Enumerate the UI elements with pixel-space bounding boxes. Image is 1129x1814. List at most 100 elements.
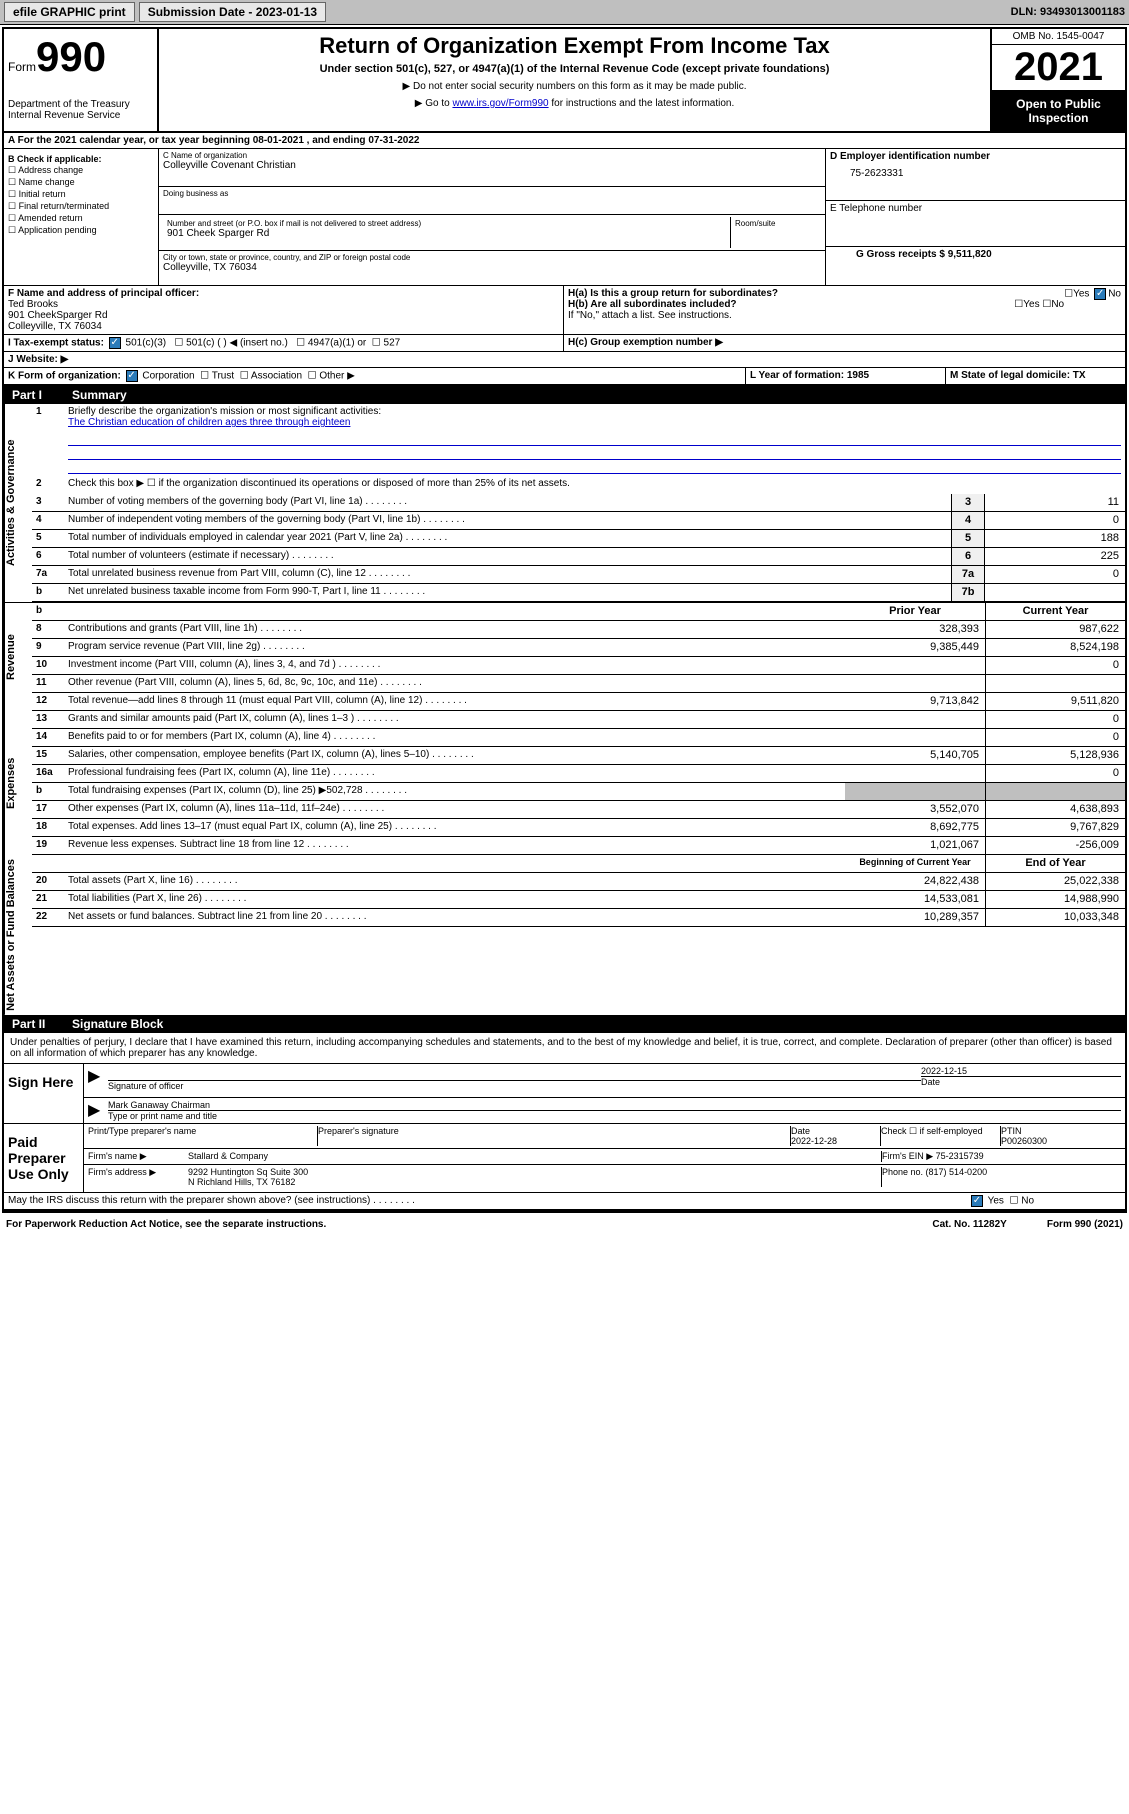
- ha-label: H(a) Is this a group return for subordin…: [568, 288, 1121, 299]
- table-row: Revenue less expenses. Subtract line 18 …: [64, 837, 845, 854]
- table-row: Program service revenue (Part VIII, line…: [64, 639, 845, 656]
- m-label: M State of legal domicile: TX: [945, 368, 1125, 384]
- table-row: Net assets or fund balances. Subtract li…: [64, 909, 845, 926]
- table-row: Total number of individuals employed in …: [64, 530, 951, 547]
- part2-header: Part IISignature Block: [4, 1015, 1125, 1033]
- table-row: Grants and similar amounts paid (Part IX…: [64, 711, 845, 728]
- hdr-beg: Beginning of Current Year: [845, 855, 985, 872]
- prep-name-label: Print/Type preparer's name: [88, 1126, 318, 1146]
- k-label: K Form of organization:: [8, 371, 121, 382]
- chk-yes[interactable]: ✓: [971, 1195, 983, 1207]
- part1-header: Part ISummary: [4, 386, 1125, 404]
- penalty-text: Under penalties of perjury, I declare th…: [4, 1033, 1125, 1063]
- hb-note: If "No," attach a list. See instructions…: [568, 310, 1121, 321]
- table-row: Benefits paid to or for members (Part IX…: [64, 729, 845, 746]
- i-label: I Tax-exempt status:: [8, 338, 104, 349]
- table-row: Number of independent voting members of …: [64, 512, 951, 529]
- form-990: Form990 Department of the Treasury Inter…: [2, 27, 1127, 1213]
- ein-label: D Employer identification number: [830, 151, 1121, 162]
- table-row: Total unrelated business revenue from Pa…: [64, 566, 951, 583]
- org-name: Colleyville Covenant Christian: [163, 160, 821, 171]
- box-b: B Check if applicable: ☐ Address change …: [4, 149, 159, 285]
- table-row: Total fundraising expenses (Part IX, col…: [64, 783, 845, 800]
- side-expenses: Expenses: [4, 711, 32, 855]
- chk-address[interactable]: ☐ Address change: [8, 165, 154, 176]
- prep-sig-label: Preparer's signature: [318, 1126, 791, 1146]
- dept-treasury: Department of the Treasury: [8, 99, 153, 110]
- sig-officer-label: Signature of officer: [108, 1080, 921, 1095]
- hb-label: H(b) Are all subordinates included? ☐Yes…: [568, 299, 1121, 310]
- side-governance: Activities & Governance: [4, 404, 32, 602]
- officer-label: F Name and address of principal officer:: [8, 288, 559, 299]
- type-name-label: Type or print name and title: [108, 1110, 1121, 1121]
- hdr-curr: Current Year: [985, 603, 1125, 620]
- dba-label: Doing business as: [163, 189, 821, 198]
- line-a: A For the 2021 calendar year, or tax yea…: [4, 133, 423, 148]
- table-row: Number of voting members of the governin…: [64, 494, 951, 511]
- firm-addr1: 9292 Huntington Sq Suite 300: [188, 1167, 881, 1177]
- pra-notice: For Paperwork Reduction Act Notice, see …: [6, 1219, 326, 1230]
- room-label: Room/suite: [735, 219, 817, 228]
- sign-here: Sign Here: [4, 1064, 84, 1123]
- topbar: efile GRAPHIC print Submission Date - 20…: [0, 0, 1129, 25]
- hdr-end: End of Year: [985, 855, 1125, 872]
- table-row: Professional fundraising fees (Part IX, …: [64, 765, 845, 782]
- chk-final[interactable]: ☐ Final return/terminated: [8, 201, 154, 212]
- chk-pending[interactable]: ☐ Application pending: [8, 225, 154, 236]
- table-row: Other revenue (Part VIII, column (A), li…: [64, 675, 845, 692]
- table-row: Net unrelated business taxable income fr…: [64, 584, 951, 601]
- table-row: Total expenses. Add lines 13–17 (must eq…: [64, 819, 845, 836]
- arrow-icon: ▶: [88, 1066, 108, 1095]
- prep-date: 2022-12-28: [791, 1136, 880, 1146]
- officer-name: Ted Brooks: [8, 299, 559, 310]
- firm-name-label: Firm's name ▶: [88, 1151, 188, 1162]
- table-row: Total assets (Part X, line 16): [64, 873, 845, 890]
- street: 901 Cheek Sparger Rd: [167, 228, 726, 239]
- chk-amended[interactable]: ☐ Amended return: [8, 213, 154, 224]
- arrow-icon: ▶: [88, 1100, 108, 1121]
- firm-addr2: N Richland Hills, TX 76182: [188, 1177, 881, 1187]
- date-label: Date: [921, 1076, 1121, 1087]
- form-number: Form990: [8, 33, 153, 81]
- hc-label: H(c) Group exemption number ▶: [564, 335, 1125, 351]
- table-row: Total revenue—add lines 8 through 11 (mu…: [64, 693, 845, 710]
- l-label: L Year of formation: 1985: [745, 368, 945, 384]
- firm-ein: Firm's EIN ▶ 75-2315739: [881, 1151, 1121, 1162]
- side-revenue: Revenue: [4, 603, 32, 711]
- chk-name[interactable]: ☐ Name change: [8, 177, 154, 188]
- dept-irs: Internal Revenue Service: [8, 110, 153, 121]
- table-row: Investment income (Part VIII, column (A)…: [64, 657, 845, 674]
- chk-initial[interactable]: ☐ Initial return: [8, 189, 154, 200]
- side-netassets: Net Assets or Fund Balances: [4, 855, 32, 1015]
- form-ref: Form 990 (2021): [1047, 1219, 1123, 1230]
- chk-501c3[interactable]: ✓: [109, 337, 121, 349]
- ptin: P00260300: [1001, 1136, 1121, 1146]
- note-ssn: ▶ Do not enter social security numbers o…: [167, 81, 982, 92]
- gross-receipts: G Gross receipts $ 9,511,820: [856, 249, 992, 260]
- may-irs: May the IRS discuss this return with the…: [4, 1193, 965, 1209]
- firm-addr-label: Firm's address ▶: [88, 1167, 188, 1187]
- cat-no: Cat. No. 11282Y: [932, 1219, 1006, 1230]
- officer-addr1: 901 CheekSparger Rd: [8, 310, 559, 321]
- table-row: Salaries, other compensation, employee b…: [64, 747, 845, 764]
- name-label: C Name of organization: [163, 151, 821, 160]
- l1-text[interactable]: The Christian education of children ages…: [68, 417, 350, 428]
- submission-btn[interactable]: Submission Date - 2023-01-13: [139, 2, 326, 22]
- omb-number: OMB No. 1545-0047: [992, 29, 1125, 45]
- officer-addr2: Colleyville, TX 76034: [8, 321, 559, 332]
- l2-text: Check this box ▶ ☐ if the organization d…: [64, 476, 1125, 494]
- table-row: Contributions and grants (Part VIII, lin…: [64, 621, 845, 638]
- table-row: Other expenses (Part IX, column (A), lin…: [64, 801, 845, 818]
- efile-btn[interactable]: efile GRAPHIC print: [4, 2, 135, 22]
- open-public: Open to Public Inspection: [992, 91, 1125, 131]
- self-employed[interactable]: Check ☐ if self-employed: [881, 1126, 1001, 1146]
- chk-corp[interactable]: ✓: [126, 370, 138, 382]
- city: Colleyville, TX 76034: [163, 262, 821, 273]
- table-row: Total liabilities (Part X, line 26): [64, 891, 845, 908]
- firm-phone: Phone no. (817) 514-0200: [881, 1167, 1121, 1187]
- phone-label: E Telephone number: [830, 203, 1121, 214]
- officer-sig-name: Mark Ganaway Chairman: [108, 1100, 1121, 1110]
- ein: 75-2623331: [830, 162, 1121, 185]
- irs-link[interactable]: www.irs.gov/Form990: [452, 98, 548, 109]
- dln: DLN: 93493013001183: [1011, 6, 1125, 18]
